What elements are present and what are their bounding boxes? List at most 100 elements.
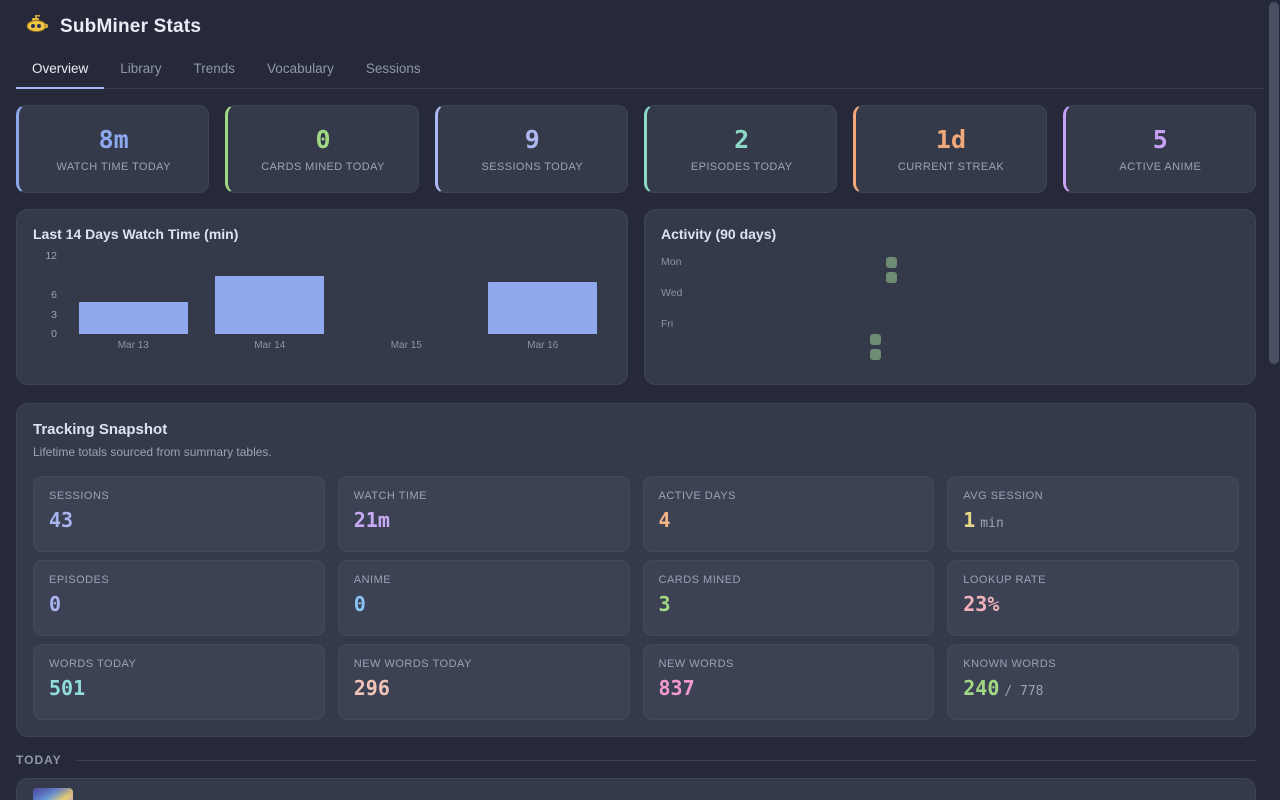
x-tick-label: Mar 14 (254, 340, 286, 351)
tile-value: 21m (353, 508, 390, 532)
bar-slot (475, 256, 612, 334)
x-tick-label: Mar 15 (390, 340, 422, 351)
bar-chart: 12 6 3 0 (33, 250, 611, 340)
tab-sessions[interactable]: Sessions (365, 61, 421, 76)
tracking-title: Tracking Snapshot (33, 421, 168, 438)
tile-value: 4 (658, 508, 671, 532)
tile-new-words-today: NEW WORDS TODAY 296 (337, 644, 630, 720)
activity-title: Activity (90 days) (661, 226, 777, 242)
y-tick-label: 0 (51, 328, 57, 340)
stat-value: 0 (315, 125, 331, 154)
stat-card-active-anime: 5 ACTIVE ANIME (1062, 105, 1256, 193)
tile-value: 296 (353, 676, 390, 700)
today-session-card[interactable] (16, 778, 1256, 800)
today-section-header: TODAY (16, 753, 1256, 767)
y-tick-label: 12 (45, 250, 57, 262)
heatmap-active-cell[interactable] (885, 272, 897, 284)
tile-label: NEW WORDS (658, 658, 734, 670)
tile-value: 0 (353, 592, 366, 616)
tile-known-words: KNOWN WORDS 240 / 778 (947, 644, 1239, 720)
stat-value: 2 (734, 125, 750, 154)
tile-active-days: ACTIVE DAYS 4 (642, 476, 935, 552)
tile-label: ACTIVE DAYS (658, 490, 736, 502)
tile-label: CARDS MINED (658, 574, 742, 586)
tile-avg-session: AVG SESSION 1 min (947, 476, 1239, 552)
bar-slot (65, 256, 202, 334)
tile-label: SESSIONS (49, 490, 110, 502)
x-axis-labels: Mar 13 Mar 14 Mar 15 Mar 16 (65, 340, 611, 351)
tab-vocabulary[interactable]: Vocabulary (267, 61, 334, 76)
tile-label: KNOWN WORDS (963, 658, 1057, 670)
bar (215, 275, 325, 334)
tab-overview[interactable]: Overview (16, 52, 105, 89)
tile-suffix: / 778 (1004, 684, 1044, 699)
tile-words-today: WORDS TODAY 501 (33, 644, 325, 720)
stat-value: 9 (524, 125, 540, 154)
bar-slot (202, 256, 339, 334)
stat-value: 5 (1152, 125, 1168, 154)
tile-value: 501 (49, 676, 86, 700)
today-label: TODAY (16, 753, 62, 767)
section-divider (75, 759, 1256, 761)
tile-value: 837 (658, 676, 695, 700)
stat-value: 8m (98, 125, 129, 154)
y-tick-label: 3 (51, 308, 57, 321)
tile-label: WATCH TIME (353, 490, 427, 502)
tile-value: 23% (963, 592, 1000, 616)
stat-card-streak: 1d CURRENT STREAK (853, 105, 1047, 193)
stat-label: SESSIONS TODAY (481, 161, 584, 173)
tab-library[interactable]: Library (120, 61, 162, 76)
stat-label: EPISODES TODAY (690, 161, 793, 173)
bar-slot (338, 256, 475, 334)
tile-label: EPISODES (49, 574, 110, 586)
stat-card-watch-time: 8m WATCH TIME TODAY (16, 105, 210, 193)
tile-sessions: SESSIONS 43 (33, 476, 325, 552)
tab-bar: Overview Library Trends Vocabulary Sessi… (16, 52, 1264, 89)
chart-title: Last 14 Days Watch Time (min) (33, 226, 239, 242)
tile-label: WORDS TODAY (49, 658, 137, 670)
submarine-logo-icon (26, 15, 48, 38)
stat-label: CARDS MINED TODAY (261, 161, 385, 173)
tile-value: 43 (49, 508, 74, 532)
tile-episodes: EPISODES 0 (33, 560, 325, 636)
tracking-tile-grid: SESSIONS 43 WATCH TIME 21m ACTIVE DAYS 4… (33, 476, 1239, 720)
stat-label: ACTIVE ANIME (1119, 161, 1202, 173)
tile-label: ANIME (353, 574, 392, 586)
bar (488, 282, 598, 334)
stat-label: WATCH TIME TODAY (56, 161, 171, 173)
stat-card-row: 8m WATCH TIME TODAY 0 CARDS MINED TODAY … (16, 105, 1256, 193)
bars-area (65, 256, 611, 334)
heatmap-active-cell[interactable] (885, 257, 897, 268)
tracking-subtitle: Lifetime totals sourced from summary tab… (33, 445, 272, 459)
tile-value: 1 (963, 508, 976, 532)
x-tick-label: Mar 13 (117, 340, 149, 351)
tile-label: LOOKUP RATE (963, 574, 1046, 586)
tile-watch-time: WATCH TIME 21m (337, 476, 630, 552)
activity-heatmap: Mon Wed Fri (661, 256, 1239, 376)
stat-card-cards-mined: 0 CARDS MINED TODAY (225, 105, 419, 193)
tile-value: 240 (963, 676, 1000, 700)
tile-new-words: NEW WORDS 837 (642, 644, 935, 720)
stat-value: 1d (935, 125, 967, 154)
stat-card-sessions: 9 SESSIONS TODAY (434, 105, 628, 193)
bar (78, 301, 188, 334)
tile-cards-mined: CARDS MINED 3 (642, 560, 935, 636)
tracking-snapshot-panel: Tracking Snapshot Lifetime totals source… (16, 403, 1256, 737)
tile-value: 3 (658, 592, 671, 616)
heatmap-active-cell[interactable] (870, 334, 881, 345)
watch-time-chart-panel: Last 14 Days Watch Time (min) 12 6 3 0 Mar … (16, 209, 628, 385)
tile-suffix: min (980, 516, 1004, 531)
x-tick-label: Mar 16 (527, 340, 559, 351)
stat-card-episodes: 2 EPISODES TODAY (643, 105, 838, 193)
heatmap-active-cell[interactable] (870, 349, 881, 361)
vertical-scrollbar[interactable] (1269, 2, 1279, 364)
heatmap-row-label: Wed (661, 286, 683, 299)
tile-lookup-rate: LOOKUP RATE 23% (947, 560, 1239, 636)
y-tick-label: 6 (51, 289, 57, 301)
y-axis: 12 6 3 0 (33, 250, 65, 340)
tile-label: NEW WORDS TODAY (353, 658, 472, 670)
activity-heatmap-panel: Activity (90 days) Mon Wed Fri (644, 209, 1256, 385)
stat-label: CURRENT STREAK (897, 161, 1005, 173)
heatmap-row-label: Mon (661, 256, 682, 268)
tab-trends[interactable]: Trends (193, 61, 236, 76)
